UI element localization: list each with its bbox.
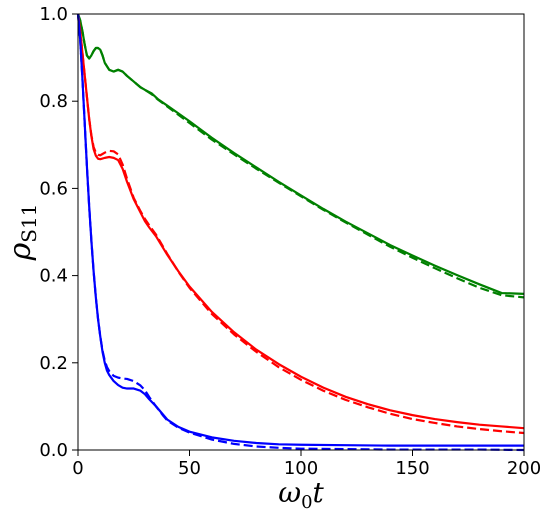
series-line-3 [76, 13, 525, 435]
y-tick-label: 0.6 [39, 178, 68, 199]
series-line-5 [76, 13, 525, 452]
x-tick-label: 0 [72, 458, 83, 479]
plot-frame [77, 13, 525, 451]
x-axis-label: ω0t [278, 476, 324, 513]
x-axis-label-sub: 0 [301, 492, 312, 513]
x-axis-label-main: ω [278, 476, 301, 509]
y-tick-label: 1.0 [39, 4, 68, 25]
series-line-2 [76, 13, 525, 430]
x-axis-label-tail: t [313, 476, 325, 509]
x-tick-label: 100 [284, 458, 318, 479]
x-tick-label: 150 [395, 458, 429, 479]
series-line-0 [76, 13, 525, 296]
y-tick-label: 0.8 [39, 91, 68, 112]
x-tick-label: 50 [178, 458, 201, 479]
x-tick-label: 200 [507, 458, 541, 479]
series-line-1 [76, 13, 525, 299]
y-axis-label: ρS11 [3, 204, 41, 262]
x-axis-ticks: 0 50 100 150 200 [72, 450, 541, 479]
series-layer [76, 13, 525, 452]
y-tick-label: 0.0 [39, 440, 68, 461]
y-axis-label-sub: S11 [17, 204, 41, 243]
y-axis-ticks: 0.0 0.2 0.4 0.6 0.8 1.0 [39, 4, 78, 461]
y-tick-label: 0.4 [39, 266, 68, 287]
y-tick-label: 0.2 [39, 353, 68, 374]
y-axis-label-main: ρ [3, 242, 38, 261]
